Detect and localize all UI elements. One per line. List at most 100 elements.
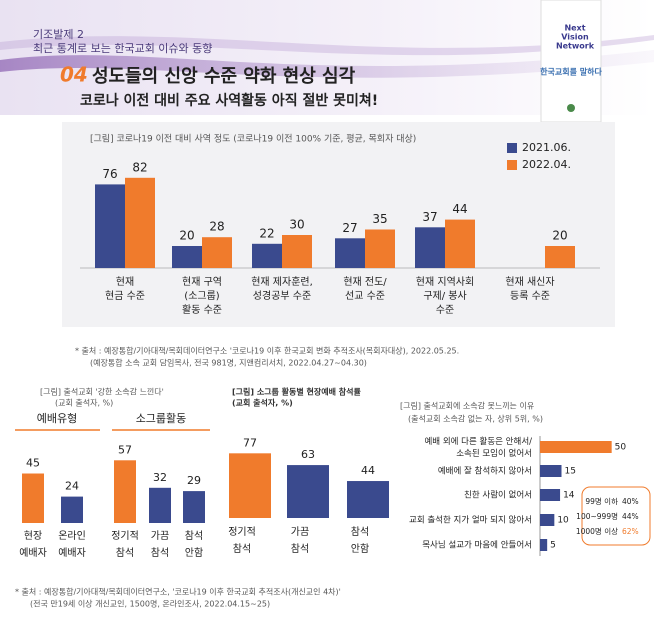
chart-subtitle: (교회 출석자, %): [232, 398, 293, 408]
value-label: 76: [102, 167, 117, 181]
panel-heading: 소그룹활동: [136, 411, 187, 425]
bar: [540, 514, 555, 526]
x-tick-label: 현재 현금 수준: [105, 276, 145, 302]
badge-text: Network: [556, 42, 595, 51]
badge-text: Vision: [561, 33, 589, 42]
bar: [202, 237, 232, 268]
chart-title: [그림] 소그룹 활동별 현장예배 참석률: [232, 387, 361, 397]
value-label: 14: [563, 491, 575, 501]
legend-label: 2021.06.: [522, 141, 571, 154]
source: * 출처 : 예장통합/기아대책/목회데이터연구소, '코로나19 이후 한국교…: [15, 587, 341, 597]
callout-value: 40%: [622, 497, 639, 506]
x-tick-label: 현재 제자훈련, 성경공부 수준: [251, 275, 313, 302]
series-title: 최근 통계로 보는 한국교회 이슈와 동향: [33, 42, 212, 55]
bar: [125, 177, 155, 268]
chart-title: [그림] 출석교회에 소속감 못느끼는 이유: [400, 401, 534, 411]
value-label: 15: [565, 467, 576, 477]
bar: [95, 184, 125, 268]
bar: [252, 243, 282, 268]
section-number: 04: [60, 63, 88, 87]
y-tick-label: 친한 사람이 없어서: [464, 490, 532, 501]
bar: [540, 465, 562, 477]
bar: [347, 481, 389, 518]
chart-title: [그림] 출석교회 '강한 소속감 느낀다': [40, 387, 164, 397]
y-tick-label: 예배 외에 다른 활동은 안해서/소속된 모임이 없어서: [424, 436, 532, 459]
panel-heading: 예배유형: [37, 412, 77, 425]
x-tick-label: 현재 구역 (소그룹) 활동 수준: [182, 276, 222, 316]
chart-subtitle: (출석교회 소속감 없는 자, 상위 5위, %): [408, 414, 543, 424]
bar: [335, 238, 365, 268]
bar: [540, 489, 561, 501]
badge: Next Vision Network 한국교회를 말하다: [540, 0, 602, 123]
page-title: 성도들의 신앙 수준 약화 현상 심각: [92, 65, 356, 87]
x-tick-label: 현재 새신자 등록 수준: [505, 276, 554, 302]
value-label: 10: [557, 516, 569, 526]
callout-label: 100~999명: [576, 511, 618, 521]
x-tick-label: 참석 안함: [351, 526, 369, 555]
x-tick-label: 정기적 참석: [111, 530, 139, 559]
value-label: 77: [243, 436, 257, 449]
source: (전국 만19세 이상 개신교인, 1500명, 온라인조사, 2022.04.…: [30, 599, 270, 609]
bar: [114, 460, 136, 523]
value-label: 30: [289, 218, 304, 232]
badge-text: Next: [564, 24, 585, 33]
value-label: 24: [65, 480, 79, 493]
header-wave: [0, 50, 654, 78]
bar: [172, 246, 202, 268]
bar: [545, 246, 575, 268]
x-tick-label: 현장 예배자: [19, 530, 47, 559]
y-tick-label: 교회 출석한 지가 얼마 되지 않아서: [409, 515, 532, 526]
bar: [365, 229, 395, 268]
legend-label: 2022.04.: [522, 158, 571, 171]
x-tick-label: 정기적 참석: [228, 526, 256, 555]
value-label: 20: [179, 229, 194, 243]
legend-swatch: [507, 143, 517, 153]
legend-swatch: [507, 160, 517, 170]
value-label: 63: [301, 448, 315, 461]
value-label: 44: [452, 202, 467, 216]
value-label: 5: [550, 541, 556, 551]
value-label: 57: [118, 443, 132, 456]
value-label: 82: [132, 160, 147, 174]
bar: [282, 235, 312, 268]
bar: [229, 453, 271, 518]
y-tick-label: 목사님 설교가 마음에 안들어서: [422, 540, 532, 551]
chart-subtitle: (교회 출석자, %): [55, 398, 113, 408]
value-label: 44: [361, 464, 375, 477]
x-tick-label: 가끔 참석: [291, 526, 309, 555]
callout-label: 99명 이하: [585, 496, 618, 506]
x-tick-label: 현재 지역사회 구제/ 봉사 수준: [416, 276, 474, 316]
value-label: 35: [372, 212, 387, 226]
bar: [22, 473, 44, 523]
badge-logo: [567, 104, 575, 112]
bar: [287, 465, 329, 518]
chart-title: [그림] 코로나19 이전 대비 사역 정도 (코로나19 이전 100% 기준…: [90, 133, 416, 145]
header-wave: [0, 35, 654, 56]
value-label: 27: [342, 221, 357, 235]
x-tick-label: 현재 전도/선교 수준: [343, 276, 387, 302]
bar: [183, 491, 205, 523]
value-label: 37: [422, 210, 437, 224]
source: * 출처 : 예장통합/기아대책/목회데이터연구소 '코로나19 이후 한국교회…: [75, 346, 459, 356]
x-tick-label: 온라인 예배자: [58, 530, 86, 559]
x-tick-label: 참석 안함: [185, 530, 203, 559]
badge-box: [540, 0, 602, 123]
source: (예장통합 소속 교회 담임목사, 전국 981명, 지앤컴리서치, 2022.…: [90, 358, 367, 368]
bar: [149, 487, 171, 523]
value-label: 45: [26, 457, 40, 470]
series-label: 기조발제 2: [33, 28, 84, 41]
value-label: 28: [209, 220, 224, 234]
bar: [445, 219, 475, 268]
bar: [415, 227, 445, 268]
value-label: 32: [153, 471, 167, 484]
value-label: 50: [615, 443, 627, 453]
bar: [540, 539, 548, 551]
value-label: 20: [552, 229, 567, 243]
x-tick-label: 가끔 참석: [151, 530, 169, 559]
callout-box: [581, 486, 651, 546]
value-label: 29: [187, 474, 201, 487]
value-label: 22: [259, 226, 274, 240]
bar: [61, 496, 83, 523]
badge-tagline: 한국교회를 말하다: [540, 67, 602, 77]
